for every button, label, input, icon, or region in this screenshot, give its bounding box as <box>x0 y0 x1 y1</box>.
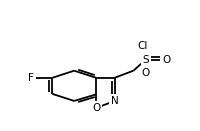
Text: O: O <box>161 55 169 65</box>
Text: O: O <box>91 103 100 113</box>
Text: Cl: Cl <box>137 42 147 51</box>
Text: N: N <box>110 96 118 106</box>
Text: S: S <box>142 55 148 65</box>
Text: O: O <box>141 68 149 78</box>
Text: F: F <box>28 73 34 83</box>
